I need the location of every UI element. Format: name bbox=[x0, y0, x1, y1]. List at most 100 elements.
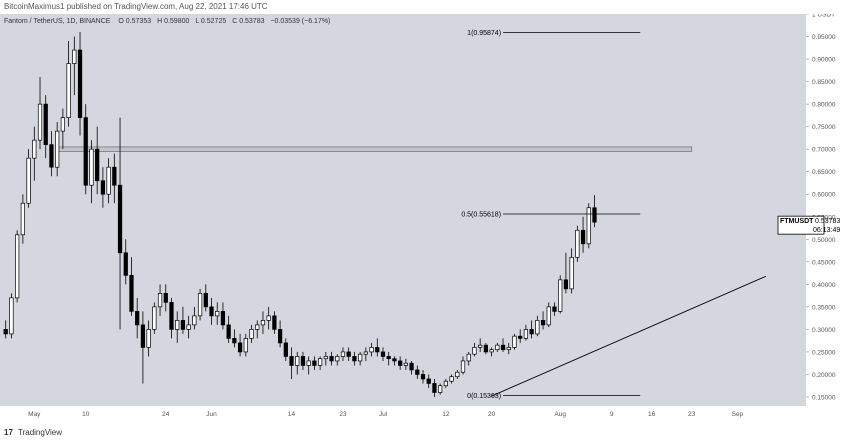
candle bbox=[283, 338, 288, 361]
fib-level-label: 0(0.15363) bbox=[467, 393, 501, 400]
time-tick-label: 23 bbox=[339, 411, 347, 418]
time-tick-label: Sep bbox=[732, 411, 744, 418]
candle bbox=[135, 297, 140, 339]
candle-body-down bbox=[203, 293, 208, 308]
candle-body-down bbox=[563, 279, 569, 290]
plot-area[interactable] bbox=[0, 14, 806, 406]
candle-body-up bbox=[260, 320, 266, 326]
candle bbox=[409, 360, 414, 375]
candle-body-up bbox=[215, 311, 220, 317]
candle-body-down bbox=[346, 351, 351, 357]
candle bbox=[255, 320, 260, 339]
candle bbox=[266, 306, 271, 330]
candle-body-up bbox=[20, 202, 25, 236]
candle-body-down bbox=[432, 383, 437, 393]
candle-body-down bbox=[209, 306, 214, 317]
candle-body-down bbox=[289, 356, 294, 366]
ascending-support-line bbox=[491, 275, 767, 397]
candle-body-down bbox=[426, 378, 431, 384]
candle-body-up bbox=[489, 349, 494, 353]
candle-body-down bbox=[163, 293, 168, 303]
candle bbox=[592, 195, 597, 228]
tradingview-footer[interactable]: 17 TradingView bbox=[0, 425, 850, 441]
candle bbox=[186, 315, 191, 339]
candle-body-down bbox=[100, 180, 106, 195]
candle-body-down bbox=[49, 144, 54, 168]
candle bbox=[392, 356, 397, 366]
candle-body-down bbox=[83, 117, 88, 186]
candle-body-up bbox=[478, 344, 483, 348]
candle bbox=[175, 311, 180, 343]
candle-body-down bbox=[283, 342, 288, 357]
time-tick-label: Jul bbox=[379, 411, 388, 418]
candle bbox=[9, 293, 14, 339]
candle-body-up bbox=[186, 324, 191, 330]
candle-body-up bbox=[506, 347, 511, 351]
time-tick-label: 10 bbox=[82, 411, 90, 418]
candlestick-chart[interactable]: 1(0.95874) 0.5(0.55618) 0(0.15363) 1 USDT 0… bbox=[0, 14, 850, 425]
candle-body-up bbox=[335, 356, 340, 362]
candle-body-up bbox=[32, 139, 37, 159]
candle-body-up bbox=[255, 324, 260, 330]
candle-body-down bbox=[117, 184, 123, 254]
candle-body-up bbox=[323, 356, 328, 360]
price-tick-label: 0.15000 bbox=[812, 394, 836, 401]
candle-body-up bbox=[197, 293, 203, 317]
candle bbox=[563, 252, 569, 294]
legend-low: L 0.52725 bbox=[195, 18, 226, 25]
candle bbox=[495, 342, 500, 352]
candle bbox=[295, 351, 300, 375]
candle-body-up bbox=[106, 166, 111, 195]
candle bbox=[157, 284, 163, 316]
candle-body-up bbox=[175, 320, 180, 330]
candle bbox=[478, 338, 483, 352]
candle bbox=[20, 194, 25, 244]
price-tick-label: 0.75000 bbox=[812, 124, 836, 131]
candle bbox=[32, 126, 37, 181]
candle-body-up bbox=[460, 360, 466, 373]
candle bbox=[249, 324, 254, 343]
candle bbox=[37, 77, 43, 150]
candle-body-down bbox=[386, 356, 391, 360]
candle bbox=[340, 347, 346, 361]
candle bbox=[506, 342, 511, 355]
candle-body-down bbox=[300, 356, 306, 366]
candle bbox=[558, 275, 563, 314]
candle bbox=[346, 347, 351, 361]
time-tick-label: Aug bbox=[554, 411, 566, 418]
candle bbox=[386, 351, 391, 366]
candle bbox=[140, 311, 146, 384]
candle-body-up bbox=[575, 229, 580, 258]
candle-body-up bbox=[317, 358, 323, 366]
candle bbox=[546, 302, 551, 328]
candle bbox=[426, 374, 431, 388]
candle bbox=[580, 216, 586, 253]
price-tick-label: 0.35000 bbox=[812, 304, 836, 311]
candle bbox=[163, 284, 168, 312]
candle bbox=[215, 302, 220, 325]
candle-body-up bbox=[243, 338, 248, 353]
candle bbox=[317, 356, 323, 370]
candle-body-up bbox=[449, 376, 454, 382]
candle bbox=[72, 36, 77, 96]
candle-body-down bbox=[540, 320, 546, 326]
candle bbox=[472, 342, 477, 357]
candle bbox=[489, 347, 494, 357]
price-tag-symbol: FTMUSDT bbox=[780, 218, 814, 225]
current-price-tag: FTMUSDT 0.53783 06:13:49 bbox=[777, 215, 840, 235]
tradingview-brand: TradingView bbox=[17, 428, 63, 437]
price-tag-timer: 06:13:49 bbox=[813, 227, 840, 234]
candle bbox=[575, 225, 580, 262]
candle bbox=[15, 230, 20, 303]
candle bbox=[83, 104, 88, 195]
time-axis[interactable] bbox=[0, 406, 806, 425]
price-tick-label: 0.50000 bbox=[812, 237, 836, 244]
candle bbox=[335, 354, 340, 366]
candle-body-down bbox=[3, 329, 8, 335]
candle-body-up bbox=[157, 293, 163, 308]
candle bbox=[569, 248, 574, 294]
resistance-zone bbox=[55, 146, 693, 152]
publish-info-bar: BitcoinMaximus1 published on TradingView… bbox=[0, 0, 850, 14]
candle bbox=[369, 342, 374, 357]
candle bbox=[180, 306, 186, 334]
